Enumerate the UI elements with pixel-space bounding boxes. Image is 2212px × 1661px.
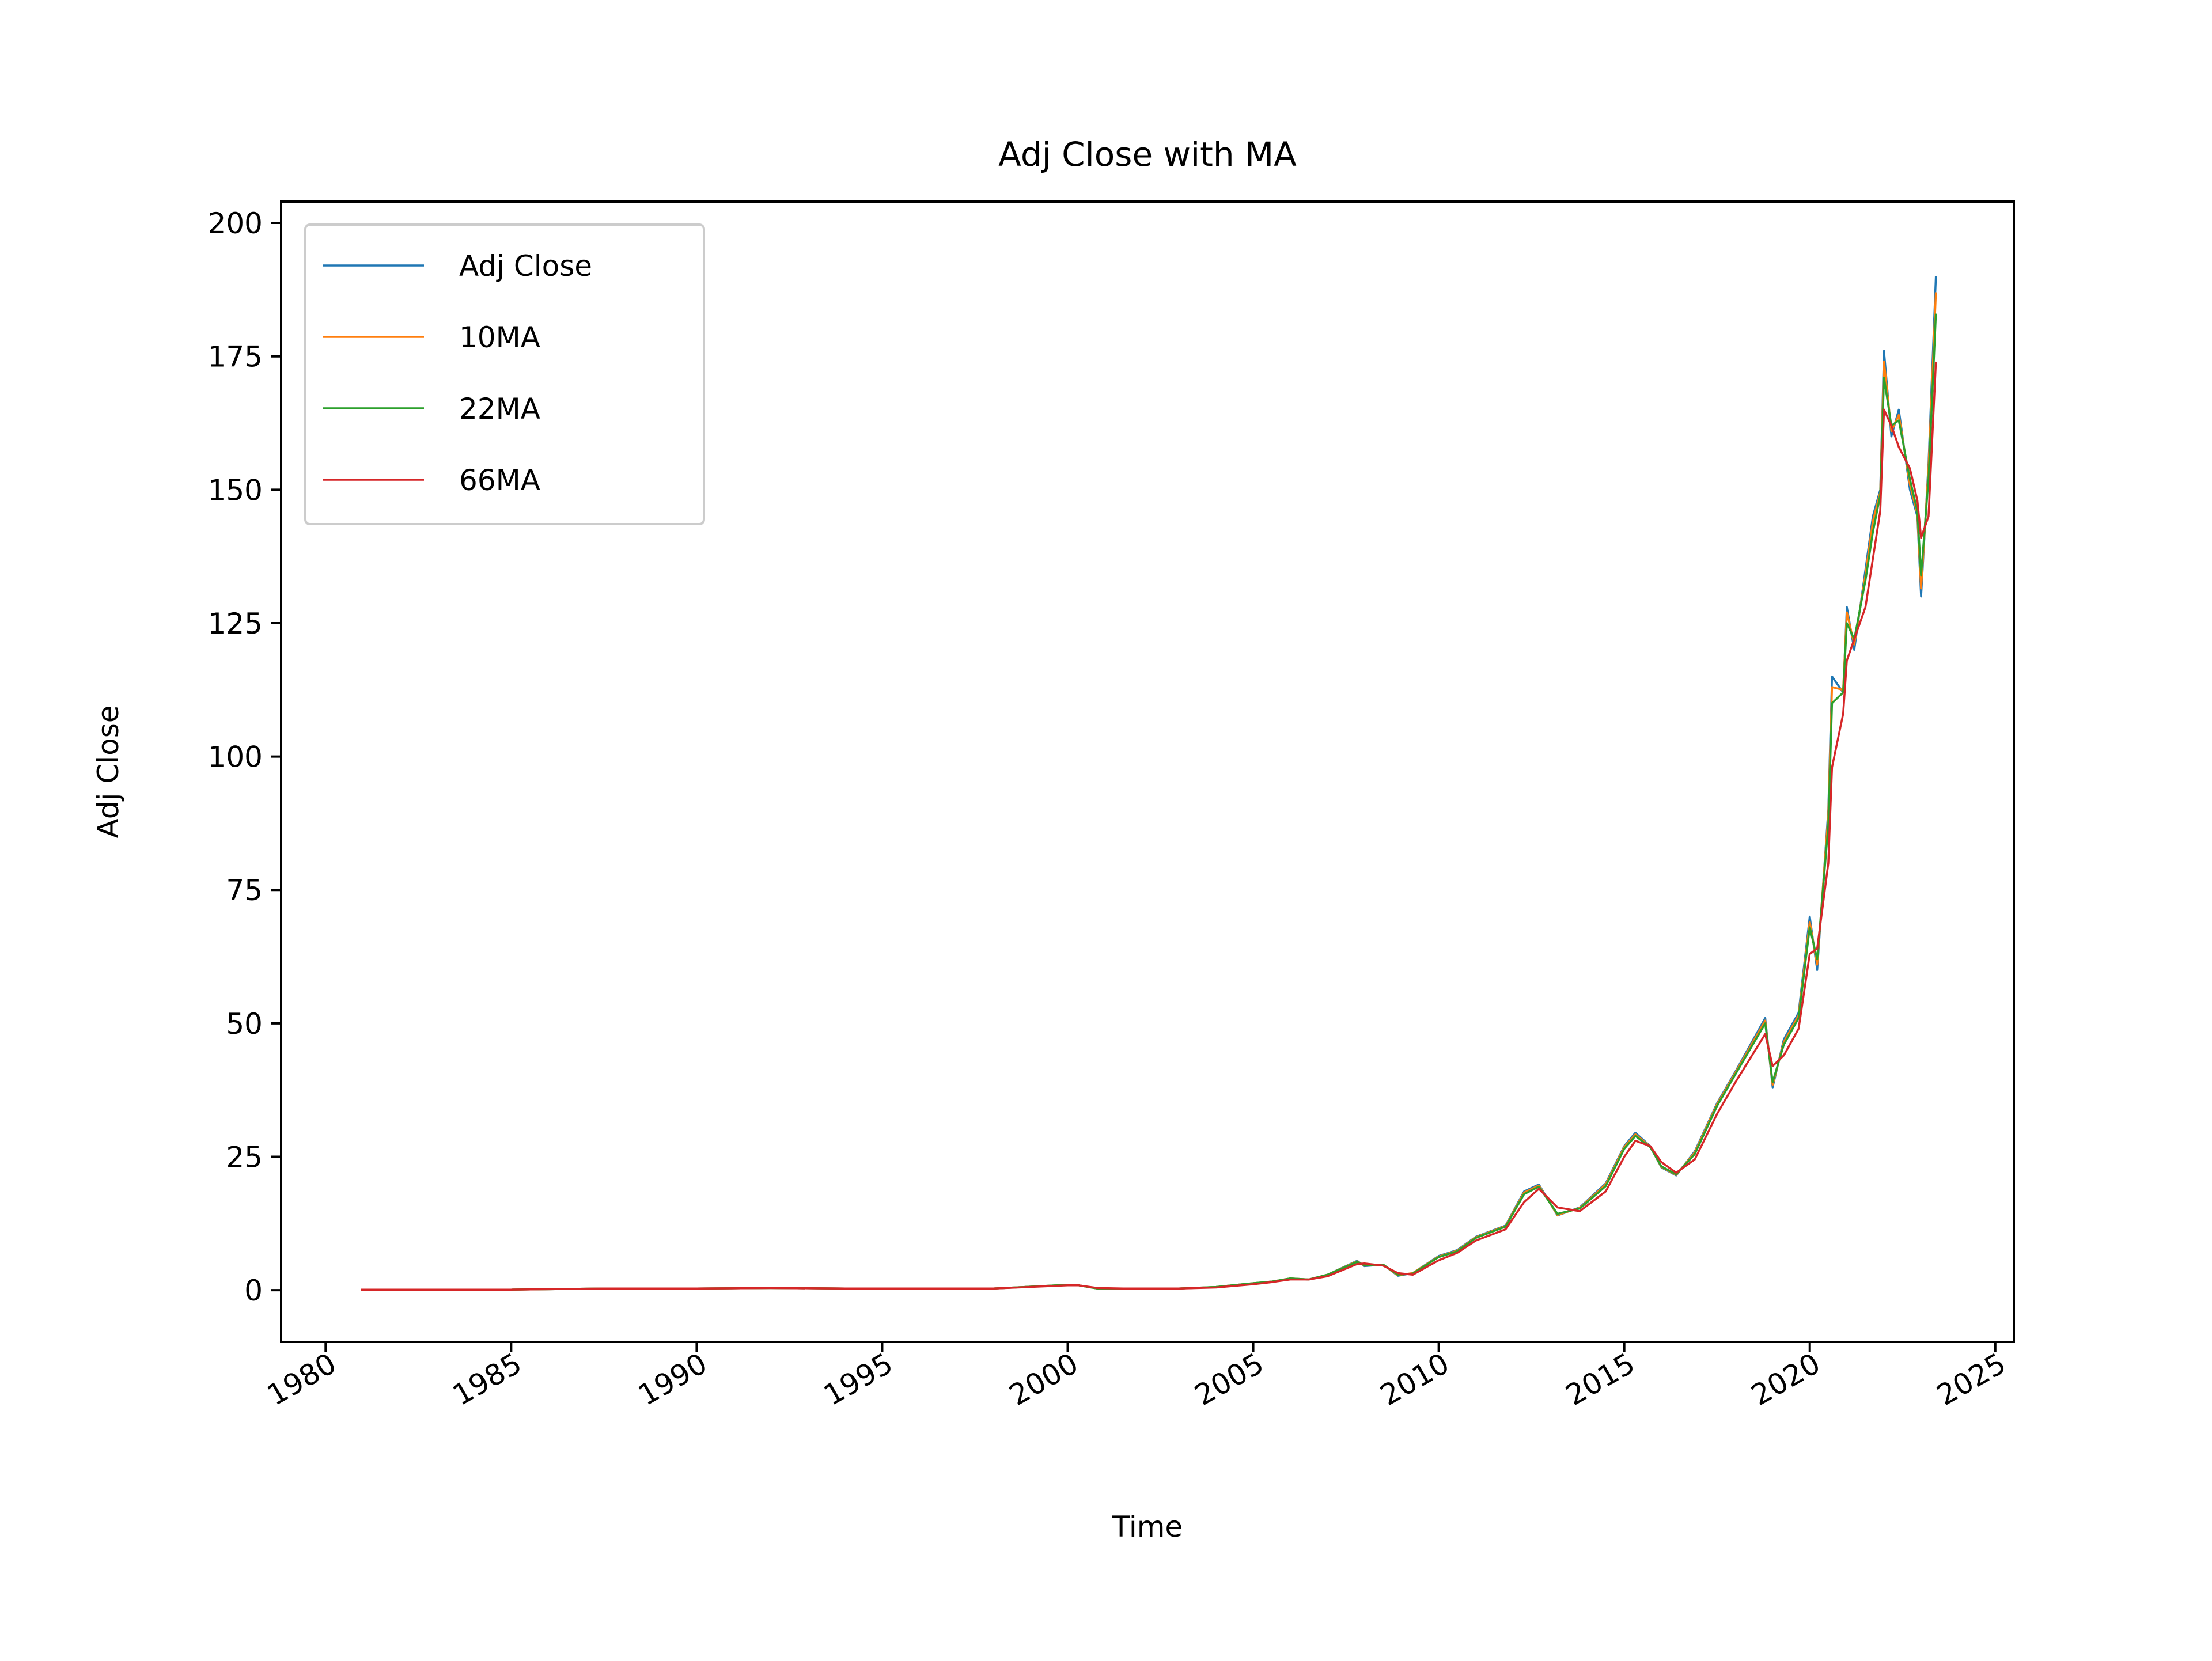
legend-label: Adj Close <box>459 249 592 283</box>
legend-label: 22MA <box>459 392 540 426</box>
y-tick-label: 50 <box>226 1007 263 1041</box>
plot-frame <box>280 200 2015 1343</box>
chart-title: Adj Close with MA <box>998 135 1297 174</box>
y-tick-label: 175 <box>208 340 263 374</box>
y-axis: 0 25 50 75 100 125 150 175 200 <box>208 207 281 1307</box>
legend-box <box>304 223 705 525</box>
y-tick-label: 200 <box>208 207 263 240</box>
legend-label: 66MA <box>459 464 540 497</box>
x-axis-label: Time <box>1112 1510 1183 1544</box>
y-tick-label: 125 <box>208 607 263 640</box>
series-line-66ma <box>361 361 1937 1291</box>
y-tick-label: 0 <box>244 1274 263 1307</box>
legend-label: 10MA <box>459 321 540 354</box>
y-tick-label: 150 <box>208 473 263 507</box>
y-tick-label: 75 <box>226 874 263 907</box>
y-tick-label: 25 <box>226 1140 263 1174</box>
plot-series <box>361 276 1937 1291</box>
legend: Adj Close 10MA 22MA 66MA <box>304 223 705 525</box>
y-axis-label: Adj Close <box>92 705 125 838</box>
y-tick-label: 100 <box>208 741 263 774</box>
